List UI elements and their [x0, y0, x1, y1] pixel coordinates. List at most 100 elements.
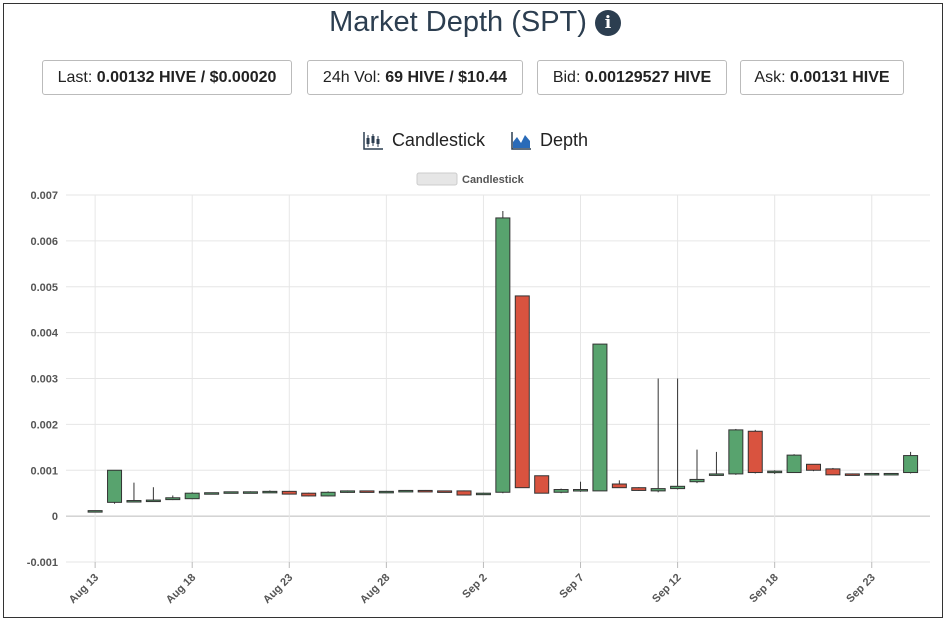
candle-body [534, 475, 550, 494]
candle[interactable] [573, 481, 589, 492]
stat-bid: Bid: 0.00129527 HIVE [537, 60, 727, 95]
candle[interactable] [903, 451, 919, 474]
candle[interactable] [398, 489, 414, 493]
candle[interactable] [417, 489, 433, 493]
candle-body [417, 489, 433, 493]
candle[interactable] [514, 295, 530, 489]
candle[interactable] [281, 490, 297, 495]
page-title: Market Depth (SPT) [329, 6, 587, 38]
chart-tabs: Candlestick Depth [0, 130, 950, 156]
candle[interactable] [631, 487, 647, 491]
stat-volume-label: 24h Vol: [322, 69, 381, 86]
candlestick-icon [363, 131, 383, 150]
candles [87, 211, 919, 513]
candle[interactable] [611, 480, 627, 489]
candle[interactable] [747, 429, 763, 474]
candle[interactable] [301, 492, 317, 497]
y-tick-label: 0.006 [30, 236, 58, 248]
candle-body [631, 487, 647, 491]
y-axis-labels: -0.001 0 0.001 0.002 0.003 0.004 0.005 0.006 0.0… [27, 190, 59, 569]
candle-body [126, 500, 142, 503]
candle[interactable] [592, 343, 608, 492]
candle[interactable] [242, 491, 258, 494]
candle-body [107, 469, 123, 503]
candle-body [320, 491, 336, 497]
candle-body [262, 490, 278, 494]
tab-depth[interactable]: Depth [510, 130, 588, 151]
candle[interactable] [728, 428, 744, 475]
candle-body [864, 472, 880, 476]
candle-body [883, 472, 899, 476]
stat-bid-value: 0.00129527 HIVE [584, 69, 712, 86]
candle[interactable] [475, 492, 491, 496]
candle-body [767, 470, 783, 474]
x-tick-label: Aug 13 [67, 572, 101, 606]
candle[interactable] [204, 492, 220, 495]
candle-body [340, 490, 356, 493]
candle[interactable] [670, 378, 686, 490]
candle[interactable] [223, 491, 239, 494]
candle[interactable] [359, 490, 375, 493]
candle-body [242, 491, 258, 494]
x-tick-label: Sep 18 [747, 572, 781, 606]
y-tick-label: 0 [52, 511, 58, 523]
candle-body [398, 489, 414, 493]
candle[interactable] [320, 491, 336, 497]
candle[interactable] [883, 472, 899, 476]
candle[interactable] [864, 472, 880, 476]
candle[interactable] [107, 469, 123, 504]
candle-body [475, 492, 491, 496]
legend[interactable]: Candlestick [416, 172, 525, 186]
candle[interactable] [495, 211, 511, 494]
tab-candlestick-label: Candlestick [391, 130, 485, 150]
candle[interactable] [378, 490, 394, 494]
candle[interactable] [262, 490, 278, 494]
candle[interactable] [825, 467, 841, 476]
candle[interactable] [844, 473, 860, 476]
tab-candlestick[interactable]: Candlestick [362, 130, 485, 151]
candle-body [378, 490, 394, 494]
candle-body [844, 473, 860, 476]
candle[interactable] [87, 510, 103, 513]
stat-ask-label: Ask: [754, 69, 786, 86]
candle[interactable] [650, 378, 666, 493]
candle[interactable] [708, 451, 724, 476]
candle-body [281, 490, 297, 495]
candle[interactable] [184, 492, 200, 500]
candle[interactable] [786, 454, 802, 474]
legend-label: Candlestick [462, 174, 525, 186]
candle[interactable] [456, 490, 472, 496]
candle-body [514, 295, 530, 489]
candlestick-chart: Candlestick -0.001 0 0.001 0.002 0.003 0.004 0… [27, 172, 930, 606]
stat-bid-label: Bid: [552, 69, 581, 86]
candle[interactable] [126, 482, 142, 503]
candle-body [553, 489, 569, 493]
stat-last-value: 0.00132 HIVE / $0.00020 [96, 69, 277, 86]
stat-volume: 24h Vol: 69 HIVE / $10.44 [307, 60, 523, 95]
candle-body [806, 463, 822, 471]
candle-body [786, 454, 802, 474]
y-tick-label: 0.005 [30, 282, 58, 294]
widget-frame [3, 3, 943, 618]
x-tick-label: Sep 7 [557, 572, 586, 601]
candle[interactable] [806, 463, 822, 472]
chart-grid [66, 194, 930, 568]
candle[interactable] [553, 488, 569, 494]
x-tick-label: Aug 18 [164, 572, 198, 606]
stat-volume-value: 69 HIVE / $10.44 [385, 69, 508, 86]
candle[interactable] [340, 490, 356, 493]
candle[interactable] [689, 449, 705, 484]
y-tick-label: 0.007 [30, 190, 58, 202]
candle[interactable] [165, 495, 181, 501]
candle-body [184, 492, 200, 500]
candle-body [301, 492, 317, 497]
stat-last-label: Last: [57, 69, 93, 86]
candle[interactable] [145, 487, 161, 503]
candle-body [670, 485, 686, 490]
candle[interactable] [767, 470, 783, 474]
info-icon[interactable]: i [594, 9, 621, 36]
candle[interactable] [534, 475, 550, 494]
x-axis-labels: Aug 13 Aug 18 Aug 23 Aug 28 Sep 2 Sep 7 Sep 12… [67, 572, 878, 606]
candle[interactable] [437, 490, 453, 493]
y-tick-label: 0.004 [30, 328, 58, 340]
